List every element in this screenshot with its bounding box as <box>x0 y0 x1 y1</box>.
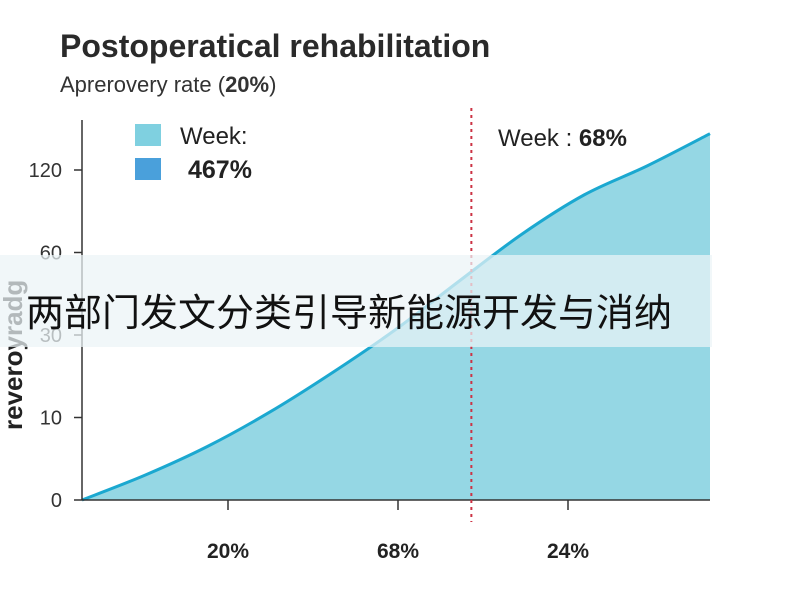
overlay-caption: 两部门发文分类引导新能源开发与消纳 <box>26 291 673 335</box>
x-tick-label: 68% <box>377 540 419 563</box>
overlay-banner <box>0 255 712 347</box>
legend-swatch <box>135 158 161 180</box>
legend-swatch <box>135 124 161 146</box>
y-axis-ticks: 0103060120 <box>29 160 82 512</box>
subtitle-value: 20% <box>225 72 270 97</box>
y-tick-label: 10 <box>40 408 62 430</box>
y-tick-label: 0 <box>51 490 62 512</box>
annotation-week: Week : <box>498 125 579 152</box>
annotation-value: 68% <box>579 125 627 152</box>
area-fill <box>82 133 710 500</box>
x-tick-label: 24% <box>547 540 589 563</box>
legend-label: Week: <box>180 123 248 150</box>
annotation-label: Week : 68% <box>498 125 627 152</box>
chart-title: Postoperatical rehabilitation <box>60 28 491 64</box>
marker-annotation: Week : 68% <box>498 125 627 152</box>
x-tick-label: 20% <box>207 540 249 563</box>
subtitle-prefix: Aprerovery rate ( <box>60 72 226 97</box>
x-axis-ticks: 20% 68% 24% <box>207 500 589 563</box>
subtitle-suffix: ) <box>269 72 277 97</box>
legend-label: 467% <box>188 156 252 184</box>
legend: Week: 467% <box>135 123 252 184</box>
y-tick-label: 120 <box>29 160 62 182</box>
chart-subtitle: Aprerovery rate (20%) <box>60 72 276 98</box>
